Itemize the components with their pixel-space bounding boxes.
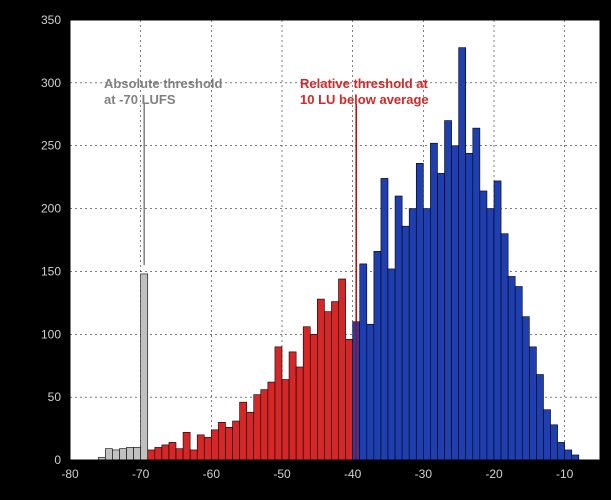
histogram-bar: [303, 327, 310, 460]
histogram-bar: [204, 437, 211, 460]
y-tick-label: 100: [41, 327, 61, 341]
histogram-bar: [551, 425, 558, 460]
loudness-histogram-chart: -80 -70 -60 -50 -40 -30 -20 -10 0 50 100 150 200 250 3…: [0, 0, 611, 500]
histogram-bar: [409, 209, 416, 460]
histogram-bar: [572, 455, 579, 460]
x-axis-label: Loudness in LUFS →: [278, 484, 392, 498]
histogram-bar: [317, 299, 324, 460]
histogram-bar: [211, 430, 218, 460]
y-axis-label: Number of blocks →: [11, 186, 25, 295]
y-tick-label: 50: [48, 390, 62, 404]
histogram-bar: [558, 442, 565, 460]
x-tick-label: -50: [273, 467, 291, 481]
histogram-bar: [247, 412, 254, 460]
histogram-bar: [437, 173, 444, 460]
y-tick-label: 200: [41, 202, 61, 216]
histogram-bar: [480, 191, 487, 460]
histogram-bar: [515, 287, 522, 460]
histogram-bar: [331, 302, 338, 460]
y-tick-label: 0: [54, 453, 61, 467]
y-tick-label: 350: [41, 13, 61, 27]
histogram-bar: [261, 390, 268, 460]
histogram-bar: [282, 380, 289, 460]
y-tick-label: 300: [41, 76, 61, 90]
histogram-bar: [445, 121, 452, 460]
histogram-bar: [176, 449, 183, 460]
histogram-bar: [324, 312, 331, 460]
x-tick-label: -20: [485, 467, 503, 481]
histogram-bar: [487, 209, 494, 460]
histogram-bar: [529, 347, 536, 460]
histogram-bar: [452, 146, 459, 460]
histogram-bar: [225, 427, 232, 460]
histogram-bar: [360, 264, 367, 460]
histogram-bar: [254, 395, 261, 460]
histogram-bar: [112, 450, 119, 460]
x-tick-label: -30: [415, 467, 433, 481]
histogram-bar: [423, 209, 430, 460]
histogram-bar: [105, 449, 112, 460]
x-tick-label: -40: [344, 467, 362, 481]
histogram-bar: [268, 382, 275, 460]
histogram-bar: [543, 410, 550, 460]
histogram-bar: [374, 251, 381, 460]
histogram-bar: [346, 339, 353, 460]
histogram-bar: [134, 447, 141, 460]
histogram-bar: [233, 421, 240, 460]
relative-threshold-annotation: Relative threshold at: [300, 76, 429, 91]
histogram-bar: [310, 334, 317, 460]
histogram-bar: [275, 347, 282, 460]
histogram-bar: [522, 317, 529, 460]
x-tick-label: -70: [132, 467, 150, 481]
histogram-bar: [416, 163, 423, 460]
y-tick-label: 150: [41, 264, 61, 278]
histogram-bar: [162, 445, 169, 460]
histogram-bar: [190, 450, 197, 460]
x-tick-label: -80: [61, 467, 79, 481]
histogram-bar: [197, 435, 204, 460]
histogram-bar: [565, 450, 572, 460]
histogram-bar: [127, 447, 134, 460]
histogram-bar: [381, 178, 388, 460]
histogram-bar: [141, 274, 148, 460]
histogram-bar: [183, 432, 190, 460]
histogram-bar: [395, 196, 402, 460]
histogram-bar: [388, 269, 395, 460]
histogram-bar: [430, 143, 437, 460]
histogram-bar: [459, 48, 466, 460]
histogram-bar: [296, 367, 303, 460]
y-tick-label: 250: [41, 139, 61, 153]
histogram-bar: [367, 324, 374, 460]
histogram-bar: [169, 442, 176, 460]
histogram-bar: [536, 375, 543, 460]
relative-threshold-annotation: 10 LU below average: [300, 92, 429, 107]
histogram-bar: [119, 449, 126, 460]
histogram-bar: [473, 128, 480, 460]
histogram-bar: [508, 276, 515, 460]
histogram-bar: [339, 279, 346, 460]
x-tick-label: -60: [203, 467, 221, 481]
absolute-threshold-annotation: Absolute threshold: [104, 76, 223, 91]
histogram-bar: [466, 153, 473, 460]
histogram-bar: [494, 181, 501, 460]
histogram-bar: [402, 226, 409, 460]
x-tick-label: -10: [556, 467, 574, 481]
histogram-bar: [218, 422, 225, 460]
histogram-bar: [148, 450, 155, 460]
histogram-bar: [501, 234, 508, 460]
histogram-bar: [240, 402, 247, 460]
histogram-bar: [155, 447, 162, 460]
histogram-bar: [289, 352, 296, 460]
absolute-threshold-annotation: at -70 LUFS: [104, 92, 176, 107]
